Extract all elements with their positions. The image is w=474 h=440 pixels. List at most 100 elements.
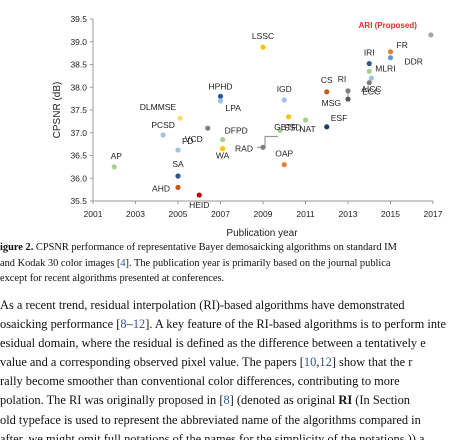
- point-label: VCD: [185, 134, 203, 144]
- text-run: RI: [338, 393, 353, 408]
- point-label: ECC: [362, 87, 380, 97]
- data-point: [196, 192, 202, 198]
- citation-link[interactable]: 8: [120, 317, 127, 332]
- text-line: osaicking performance [8–12]. A key feat…: [0, 315, 474, 334]
- text-run: polation. The RI was originally proposed…: [0, 393, 224, 408]
- data-point: [366, 80, 372, 86]
- data-point: [368, 75, 374, 81]
- point-label: FR: [397, 40, 408, 50]
- data-point: [366, 68, 372, 74]
- point-label: RAD: [235, 143, 253, 153]
- point-label: GBTF: [274, 122, 297, 132]
- y-tick-label: 36.0: [70, 173, 87, 183]
- figure-caption: igure 2. CPSNR performance of representa…: [0, 240, 474, 287]
- data-point: [217, 98, 224, 104]
- x-tick-label: 2011: [296, 209, 315, 219]
- text-line: after, we might omit full notations of t…: [0, 430, 474, 440]
- text-run: ]. A key feature of the RI-based algorit…: [145, 317, 446, 332]
- text-run: igure 2.: [0, 242, 36, 253]
- text-run: –: [126, 317, 133, 332]
- data-point: [428, 32, 434, 38]
- data-point: [260, 44, 266, 50]
- text-run: except for recent algorithms presented a…: [0, 273, 225, 284]
- data-point: [220, 146, 226, 152]
- point-label: DLMMSE: [140, 102, 177, 112]
- data-point: [345, 88, 351, 94]
- data-point: [345, 96, 351, 102]
- citation-link[interactable]: 12: [319, 355, 332, 370]
- point-label: MLRI: [375, 63, 395, 73]
- data-point: [111, 164, 117, 170]
- point-label: NAT: [299, 124, 315, 134]
- x-tick-label: 2017: [424, 209, 443, 219]
- x-tick-label: 2005: [169, 209, 188, 219]
- cpsnr-scatter-chart: 2001 2003 2005 2007 2009 2011 2013 2015 2017 35.5…: [52, 14, 443, 239]
- y-tick-label: 38.0: [70, 82, 87, 92]
- point-label: PCSD: [151, 120, 175, 130]
- data-point: [175, 173, 181, 179]
- text-line: igure 2. CPSNR performance of representa…: [0, 240, 474, 256]
- x-tick-label: 2015: [381, 209, 400, 219]
- data-point: [324, 124, 330, 130]
- text-run: ] show that the r: [331, 355, 413, 370]
- point-label: IGD: [277, 84, 292, 94]
- y-tick-label: 37.5: [70, 105, 87, 115]
- proposed-method-annotation: ARI (Proposed): [359, 21, 418, 30]
- point-label: IRI: [364, 48, 375, 58]
- text-line: old typeface is used to represent the ab…: [0, 411, 474, 430]
- text-run: after, we might omit full notations of t…: [0, 431, 425, 440]
- x-tick-label: 2001: [84, 209, 103, 219]
- point-label: DDR: [405, 57, 423, 67]
- text-run: osaicking performance [: [0, 317, 121, 332]
- text-run: ,: [316, 355, 320, 370]
- data-point: [387, 49, 394, 55]
- point-label: OAP: [275, 149, 293, 159]
- text-run: As a recent trend, residual interpolatio…: [0, 298, 405, 312]
- citation-link[interactable]: 10: [303, 355, 317, 370]
- point-label: LPA: [226, 103, 242, 113]
- point-label: RI: [338, 74, 347, 84]
- text-line: rally become smoother than conventional …: [0, 372, 474, 391]
- citation-link[interactable]: 8: [223, 393, 230, 408]
- data-point: [281, 162, 287, 168]
- point-label: AICC: [361, 84, 381, 94]
- text-run: rally become smoother than conventional …: [0, 374, 400, 389]
- x-axis-label: Publication year: [226, 228, 298, 239]
- point-label: AHD: [152, 183, 170, 193]
- point-label: CS: [321, 75, 333, 85]
- citation-link[interactable]: 4: [120, 257, 126, 269]
- text-run: and Kodak 30 color images [: [0, 257, 121, 269]
- data-point: [175, 147, 181, 153]
- text-run: old typeface is used to represent the ab…: [0, 412, 421, 427]
- data-point: [324, 89, 330, 95]
- text-run: esidual domain, where the residual is de…: [0, 336, 426, 351]
- data-point: [260, 144, 266, 150]
- x-tick-label: 2009: [254, 209, 273, 219]
- data-point: [281, 97, 287, 103]
- data-point: [277, 127, 283, 134]
- point-label: ESF: [331, 113, 348, 123]
- x-tick-label: 2013: [339, 209, 358, 219]
- connector-line: [257, 135, 278, 148]
- data-point: [175, 184, 181, 190]
- x-tick-label: 2003: [126, 209, 145, 219]
- text-run: (In Section: [352, 393, 410, 408]
- point-label: SSD: [284, 122, 301, 132]
- text-line: except for recent algorithms presented a…: [0, 271, 474, 287]
- text-run: CPSNR performance of representative Baye…: [35, 242, 397, 253]
- point-label: LSSC: [252, 31, 274, 41]
- citation-link[interactable]: 12: [132, 317, 146, 332]
- y-tick-label: 37.0: [70, 128, 87, 138]
- text-line: As a recent trend, residual interpolatio…: [0, 296, 474, 315]
- y-tick-label: 36.5: [70, 151, 87, 161]
- point-label: HPHD: [208, 81, 232, 91]
- text-line: esidual domain, where the residual is de…: [0, 334, 474, 353]
- text-line: polation. The RI was originally proposed…: [0, 391, 474, 410]
- point-label: SA: [172, 159, 184, 169]
- y-axis-label: CPSNR (dB): [52, 82, 63, 139]
- data-point: [387, 55, 394, 61]
- x-tick-label: 2007: [211, 209, 230, 219]
- text-line: value and a corresponding observed pixel…: [0, 353, 474, 372]
- point-label: DFPD: [225, 126, 248, 136]
